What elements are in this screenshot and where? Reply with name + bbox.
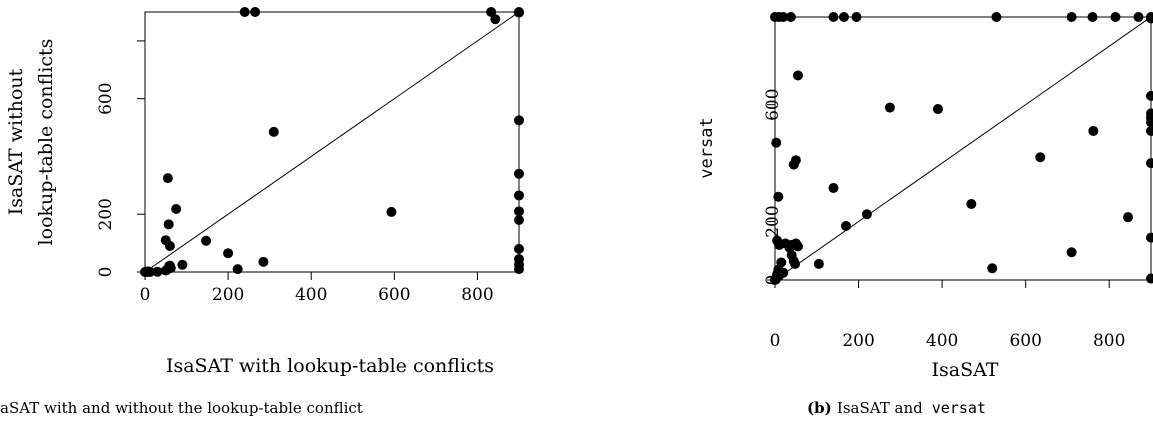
x-axis-label: IsaSAT with lookup-table conflicts xyxy=(166,355,494,377)
caption-label: (b) xyxy=(807,399,837,417)
data-point xyxy=(792,241,803,252)
y-tick-label: 600 xyxy=(96,82,116,114)
x-tick-label: 400 xyxy=(295,285,327,305)
data-point xyxy=(790,155,801,166)
data-point xyxy=(1123,212,1134,223)
data-point xyxy=(1146,13,1153,24)
data-point xyxy=(773,191,784,202)
data-point xyxy=(177,259,188,270)
y-tick-label: 200 xyxy=(96,198,116,230)
x-tick-label: 400 xyxy=(926,331,958,351)
chart-panel-a: 0 200 400 600 800 0 200 600 IsaSAT with lookup-t… xyxy=(0,7,524,417)
x-tick-label: 0 xyxy=(770,331,781,351)
data-point xyxy=(223,248,234,259)
x-tick-label: 600 xyxy=(378,285,410,305)
data-point xyxy=(386,206,397,217)
y-tick-label: 600 xyxy=(763,88,783,120)
data-point xyxy=(1146,158,1153,169)
data-point xyxy=(828,182,839,193)
data-point xyxy=(790,258,801,269)
data-point xyxy=(514,7,524,18)
data-point xyxy=(250,7,261,17)
data-point xyxy=(201,235,212,246)
data-point xyxy=(778,267,789,278)
data-point xyxy=(1146,232,1153,243)
data-point xyxy=(851,12,862,22)
data-point xyxy=(1146,90,1153,101)
caption-text: aSAT with and without the lookup-table c… xyxy=(0,399,363,417)
y-tick-label: 0 xyxy=(96,267,116,278)
data-point xyxy=(841,220,852,231)
data-point xyxy=(514,168,524,179)
data-point xyxy=(861,209,872,220)
data-point xyxy=(1146,273,1153,284)
data-point xyxy=(1066,247,1077,258)
diagonal-line xyxy=(144,11,520,273)
y-tick-label: 200 xyxy=(763,205,783,237)
plot-frame xyxy=(774,16,1152,281)
data-point xyxy=(514,264,524,275)
data-point xyxy=(776,257,787,268)
data-point xyxy=(1066,12,1077,22)
caption-code: versat xyxy=(923,399,986,417)
caption-text: IsaSAT and xyxy=(837,399,923,417)
data-point xyxy=(1088,125,1099,136)
data-point xyxy=(232,264,243,275)
data-point xyxy=(966,199,977,210)
data-point xyxy=(164,241,175,251)
data-point xyxy=(171,204,182,215)
data-point xyxy=(778,12,789,22)
y-axis-label: lookup-table conflicts xyxy=(35,39,57,246)
data-point xyxy=(1087,12,1098,22)
data-point xyxy=(152,266,163,277)
diagonal-line xyxy=(774,16,1152,281)
data-point xyxy=(514,190,524,201)
data-point xyxy=(828,12,839,22)
data-point xyxy=(514,206,524,217)
chart-panel-b: 02004006008000200600IsaSATversat(b) IsaS… xyxy=(697,12,1153,417)
data-point xyxy=(987,263,998,274)
data-point xyxy=(813,258,824,269)
data-point xyxy=(1133,12,1144,22)
data-point xyxy=(792,70,803,81)
x-tick-label: 200 xyxy=(842,331,874,351)
data-point xyxy=(490,14,501,25)
data-point xyxy=(838,12,849,22)
data-point xyxy=(514,243,524,254)
y-axis-label: versat xyxy=(697,117,717,178)
data-point xyxy=(932,104,943,115)
x-tick-label: 800 xyxy=(461,285,493,305)
data-point xyxy=(785,12,796,22)
plot-frame xyxy=(144,11,520,273)
data-point xyxy=(991,12,1002,22)
data-point xyxy=(165,262,176,273)
x-tick-label: 200 xyxy=(212,285,244,305)
data-point xyxy=(884,102,895,113)
data-point xyxy=(1110,12,1121,22)
data-point xyxy=(258,256,269,267)
figure-caption: aSAT with and without the lookup-table c… xyxy=(0,399,363,417)
y-axis-label: IsaSAT without xyxy=(5,68,27,215)
data-point xyxy=(1146,117,1153,128)
data-point xyxy=(239,7,250,17)
data-point xyxy=(163,219,174,230)
data-point xyxy=(486,7,497,17)
data-point xyxy=(1146,125,1153,136)
data-point xyxy=(268,126,279,137)
data-point xyxy=(1035,152,1046,163)
data-point xyxy=(162,173,173,184)
x-axis-label: IsaSAT xyxy=(932,359,999,381)
x-tick-label: 0 xyxy=(140,285,151,305)
x-tick-label: 600 xyxy=(1009,331,1041,351)
data-point xyxy=(142,267,153,277)
data-point xyxy=(771,137,782,148)
figure-caption: (b) IsaSAT and versat xyxy=(807,399,986,417)
data-point xyxy=(514,215,524,225)
x-tick-label: 800 xyxy=(1093,331,1125,351)
data-point xyxy=(514,115,524,126)
